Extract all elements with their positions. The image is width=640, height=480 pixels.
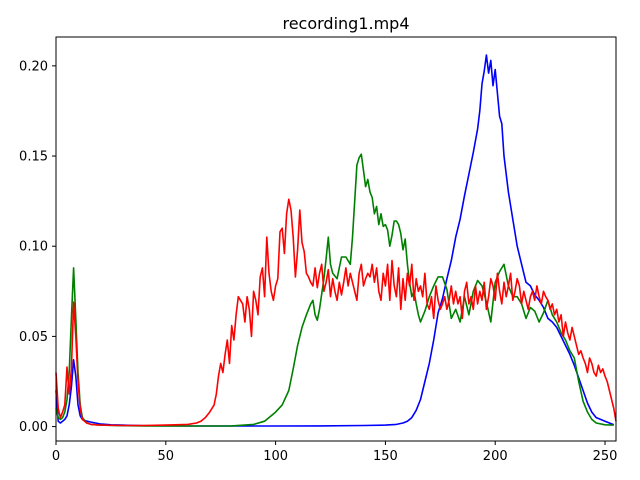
series-layer bbox=[55, 54, 617, 427]
x-tick-label: 200 bbox=[483, 449, 508, 464]
x-tick-label: 250 bbox=[593, 449, 618, 464]
series-line-1 bbox=[55, 153, 614, 427]
y-axis: 0.00 0.05 0.10 0.15 0.20 bbox=[19, 59, 56, 435]
x-tick-label: 0 bbox=[52, 449, 60, 464]
x-tick-label: 100 bbox=[263, 449, 288, 464]
x-tick-label: 50 bbox=[158, 449, 175, 464]
series-line-0 bbox=[55, 54, 615, 427]
x-axis: 0 50 100 150 200 250 bbox=[52, 441, 618, 464]
y-tick-label: 0.00 bbox=[19, 420, 48, 435]
y-tick-label: 0.10 bbox=[19, 240, 48, 255]
series-line-2 bbox=[55, 198, 617, 427]
chart-title: recording1.mp4 bbox=[282, 14, 409, 33]
y-tick-label: 0.20 bbox=[19, 59, 48, 74]
plot-frame bbox=[55, 36, 617, 442]
y-tick-label: 0.05 bbox=[19, 330, 48, 345]
x-tick-label: 150 bbox=[373, 449, 398, 464]
y-tick-label: 0.15 bbox=[19, 150, 48, 165]
